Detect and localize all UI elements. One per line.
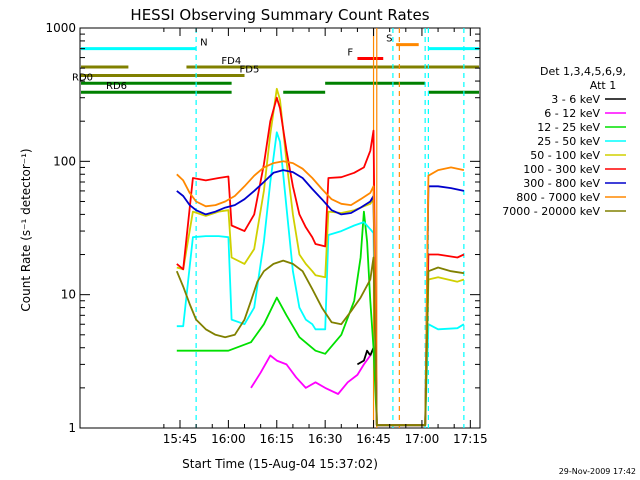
series-line-5 <box>176 96 465 427</box>
legend-label-0: 3 - 6 keV <box>551 93 600 106</box>
series-lines <box>175 87 465 427</box>
axes: 15:45 16:00 16:15 16:30 16:45 17:00 17:15 1 10 10… <box>45 21 487 446</box>
y-axis-label: Count Rate (s⁻¹ detector⁻¹) <box>19 148 33 311</box>
series-line-0 <box>356 347 375 366</box>
y-tick-label-2: 100 <box>53 154 76 168</box>
legend-label-4: 50 - 100 keV <box>530 149 600 162</box>
series-line-1 <box>250 354 372 395</box>
x-tick-label-6: 17:15 <box>453 432 488 446</box>
series-line-3 <box>176 131 465 427</box>
x-tick-label-0: 15:45 <box>163 432 198 446</box>
legend-header-line-1: Det 1,3,4,5,6,9, <box>540 65 626 78</box>
legend-label-2: 12 - 25 keV <box>537 121 600 134</box>
legend-label-6: 300 - 800 keV <box>523 177 600 190</box>
series-line-6 <box>176 169 465 427</box>
legend-label-5: 100 - 300 keV <box>523 163 600 176</box>
plot-frame <box>79 27 481 429</box>
flag-label-fd4: FD4 <box>221 56 241 67</box>
series-line-4 <box>176 87 465 427</box>
x-tick-label-1: 16:00 <box>211 432 246 446</box>
legend-label-1: 6 - 12 keV <box>544 107 600 120</box>
y-tick-label-0: 1 <box>68 421 76 435</box>
x-tick-label-3: 16:30 <box>308 432 343 446</box>
timestamp-label: 29-Nov-2009 17:42 <box>559 467 636 476</box>
flag-label-s: S <box>386 34 392 45</box>
x-axis-label: Start Time (15-Aug-04 15:37:02) <box>182 457 378 471</box>
legend-label-3: 25 - 50 keV <box>537 135 600 148</box>
series-line-2 <box>176 210 378 423</box>
flag-label-rd0: RD0 <box>72 72 93 83</box>
plot-border <box>79 27 481 429</box>
flag-label-n: N <box>200 38 207 49</box>
x-tick-label-2: 16:15 <box>259 432 294 446</box>
series-line-8 <box>175 256 465 427</box>
x-tick-label-4: 16:45 <box>356 432 391 446</box>
legend-header-line-2: Att 1 <box>590 79 616 92</box>
x-tick-label-5: 17:00 <box>405 432 440 446</box>
y-tick-label-3: 1000 <box>45 21 76 35</box>
flag-label-f: F <box>347 48 353 59</box>
y-tick-label-1: 10 <box>61 288 76 302</box>
flag-label-fd5: FD5 <box>240 65 260 76</box>
chart-title: HESSI Observing Summary Count Rates <box>130 6 429 24</box>
flag-label-rd6: RD6 <box>106 81 127 92</box>
legend-label-7: 800 - 7000 keV <box>516 191 600 204</box>
legend-label-8: 7000 - 20000 keV <box>502 205 600 218</box>
